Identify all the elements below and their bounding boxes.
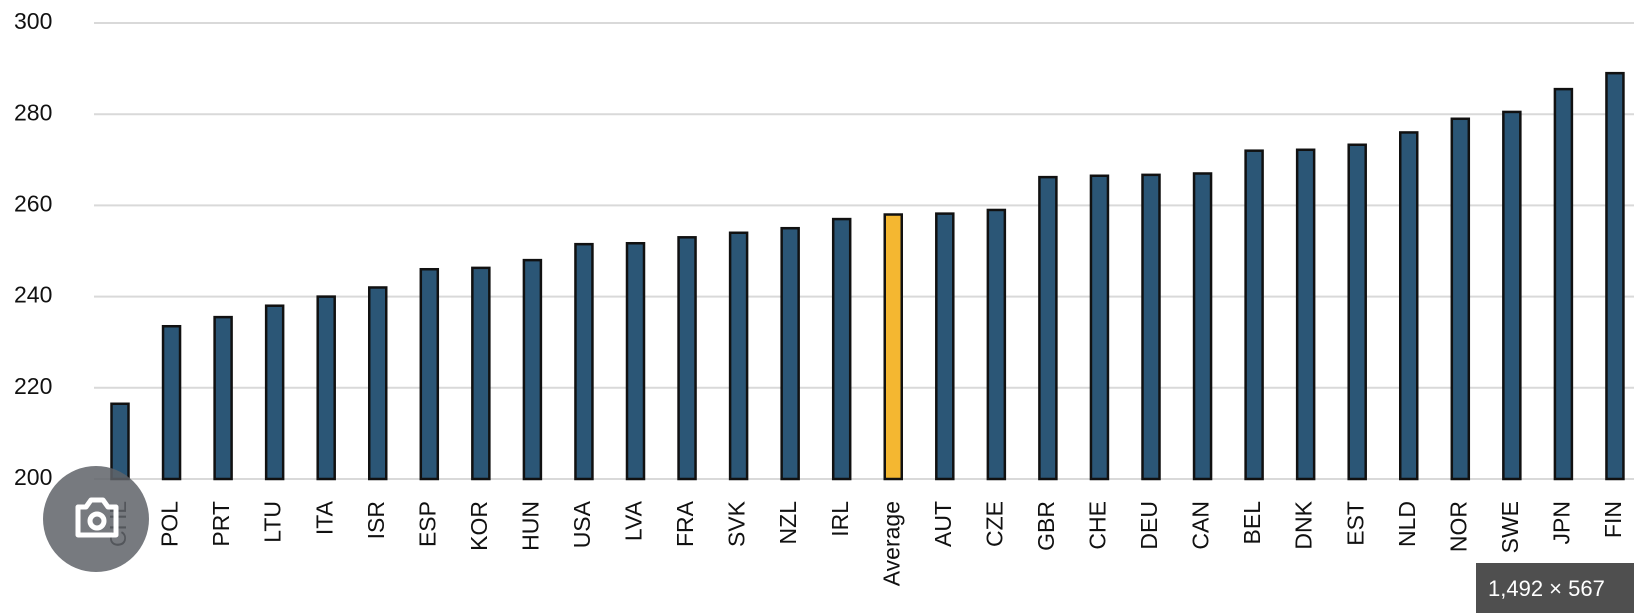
x-tick-label: CAN [1188, 501, 1214, 550]
x-tick-label: JPN [1548, 501, 1574, 544]
x-tick-label: FIN [1600, 501, 1626, 538]
bar [368, 286, 388, 481]
grid [94, 22, 1634, 480]
y-tick-label: 240 [14, 282, 52, 308]
x-tick-label: FRA [672, 500, 698, 547]
x-tick-label: SWE [1497, 501, 1523, 553]
viewer-overlay: 1,492 × 567 [43, 466, 1634, 613]
bar [935, 212, 955, 481]
bar [1089, 174, 1110, 481]
x-tick-label: USA [569, 500, 595, 548]
bar [213, 315, 233, 481]
lens-icon [75, 497, 119, 538]
bar [728, 231, 749, 481]
bar [1605, 71, 1625, 481]
y-tick-label: 200 [14, 464, 52, 490]
y-tick-label: 280 [14, 99, 52, 125]
bar [419, 267, 440, 481]
x-tick-label: CZE [981, 501, 1007, 547]
y-tick-label: 220 [14, 373, 52, 399]
bar [1244, 149, 1264, 481]
bar [574, 242, 594, 481]
x-tick-label: DEU [1136, 501, 1162, 550]
x-tick-label: Average [878, 501, 904, 586]
x-tick-label: AUT [930, 501, 956, 547]
x-tick-label: ESP [414, 501, 440, 547]
x-tick-label: IRL [827, 501, 853, 537]
y-tick-label: 300 [14, 8, 52, 34]
lens-icon-eye [87, 511, 107, 531]
bar [471, 266, 491, 481]
size-badge [1476, 563, 1634, 613]
bar [1192, 172, 1213, 481]
bar [110, 402, 130, 481]
x-tick-label: KOR [466, 501, 492, 551]
x-tick-label: HUN [517, 501, 543, 551]
bar [677, 236, 697, 481]
x-tick-label: SVK [724, 500, 750, 547]
bar [986, 208, 1007, 481]
y-tick-label: 260 [14, 190, 52, 216]
x-tick-label: BEL [1239, 501, 1265, 545]
bar [780, 226, 800, 481]
bar [1502, 110, 1522, 481]
bar [316, 295, 336, 481]
x-tick-label: LTU [260, 501, 286, 543]
bar [1141, 173, 1161, 481]
size-label: 1,492 × 567 [1488, 576, 1605, 601]
x-tick-label: ITA [311, 500, 337, 535]
x-tick-label: GBR [1033, 501, 1059, 551]
bar [264, 304, 285, 481]
bar [1553, 87, 1574, 481]
x-tick-label: DNK [1291, 500, 1317, 549]
x-tick-label: ISR [363, 501, 389, 539]
x-tick-label: EST [1342, 501, 1368, 546]
bar [1295, 148, 1316, 481]
bar [831, 217, 852, 481]
bar [1038, 175, 1058, 481]
lens-button[interactable] [43, 466, 149, 572]
bar [1399, 131, 1419, 481]
bar [625, 241, 646, 481]
x-tick-label: PRT [208, 501, 234, 547]
bar [883, 213, 903, 481]
bar [522, 258, 543, 481]
x-tick-label: NZL [775, 501, 801, 545]
x-tick-label: NLD [1394, 501, 1420, 547]
bar [161, 324, 182, 481]
x-tick-label: NOR [1445, 501, 1471, 552]
x-tick-label: POL [157, 501, 183, 547]
bar [1450, 117, 1471, 481]
x-tick-label: LVA [621, 500, 647, 541]
bar [1347, 143, 1367, 481]
x-tick-label: CHE [1085, 501, 1111, 550]
